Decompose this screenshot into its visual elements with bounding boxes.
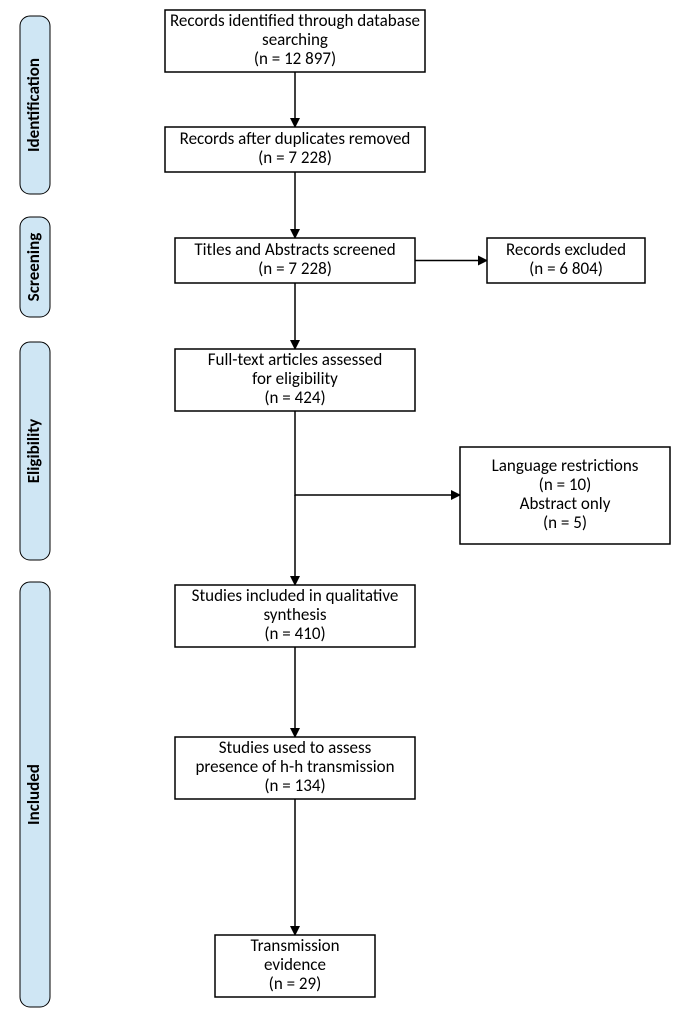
box-reasons-line-1: (n = 10) [539,474,592,495]
box-reasons-line-3: (n = 5) [543,512,587,533]
box-hh-line-1: presence of h-h transmission [195,756,394,777]
box-qual-line-1: synthesis [263,604,326,625]
box-db-line-0: Records identified through database [170,10,420,31]
box-fulltext-line-1: for eligibility [252,368,338,389]
box-reasons-line-2: Abstract only [520,493,611,514]
phase-label-identification: Identification [23,58,44,152]
box-evidence-line-0: Transmission [250,935,339,956]
box-screen-line-0: Titles and Abstracts screened [194,239,395,260]
arrow-fulltext-to-reasons [295,411,460,495]
box-evidence-line-1: evidence [264,954,326,975]
box-db-line-2: (n = 12 897) [254,48,336,69]
box-hh-line-2: (n = 134) [264,775,325,796]
box-fulltext-line-2: (n = 424) [264,387,325,408]
box-evidence-line-2: (n = 29) [269,973,322,994]
box-hh-line-0: Studies used to assess [219,737,372,758]
box-dedup-line-0: Records after duplicates removed [180,128,411,149]
box-excluded-line-0: Records excluded [506,239,626,260]
box-screen-line-1: (n = 7 228) [258,258,332,279]
box-qual-line-2: (n = 410) [264,623,325,644]
box-reasons-line-0: Language restrictions [492,455,639,476]
prisma-flow-diagram: Identification Screening Eligibility Includ… [0,0,685,1022]
phase-label-eligibility: Eligibility [23,419,44,483]
box-dedup-line-1: (n = 7 228) [258,147,332,168]
phase-label-included: Included [23,764,44,825]
box-qual-line-0: Studies included in qualitative [192,585,399,606]
box-db-line-1: searching [262,29,328,50]
phase-label-screening: Screening [23,233,44,302]
box-excluded-line-1: (n = 6 804) [529,258,603,279]
box-fulltext-line-0: Full-text articles assessed [208,349,383,370]
